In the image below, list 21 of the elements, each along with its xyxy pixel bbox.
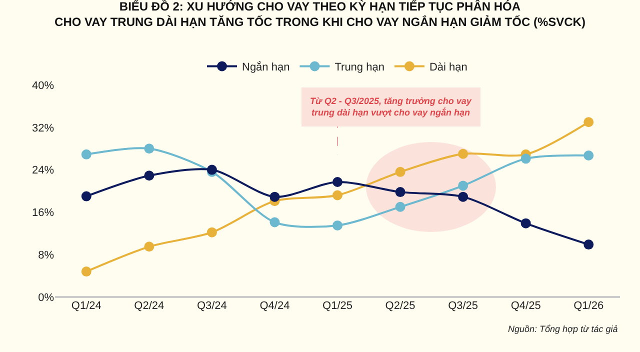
y-tick-label: 24%: [32, 164, 54, 177]
x-tick-label: Q2/24: [134, 300, 164, 312]
y-tick-label: 32%: [32, 122, 54, 134]
x-tick-label: Q3/24: [196, 300, 227, 312]
y-tick-label: 16%: [32, 207, 54, 220]
legend-label: Trung hạn: [334, 62, 384, 74]
x-tick-label: Q4/24: [260, 300, 290, 312]
x-tick-label: Q3/25: [448, 300, 478, 312]
text: Nguồn: Tổng hợp từ tác giả: [508, 324, 618, 334]
x-tick-label: Q1/26: [574, 300, 604, 312]
chart-title: BIỂU ĐỒ 2: XU HƯỚNG CHO VAY THEO KỲ HẠN TIẾP TỤC PHÂN HÓA CHO VAY TRUNG DÀI HẠN TĂNG TỐC TRONG KHI CHO VAY NGẮN HẠN GIẢM TỐC (%SVCK): [54, 0, 586, 30]
y-tick-label: 40%: [32, 80, 54, 92]
x-tick-label: Q1/24: [71, 300, 102, 312]
x-tick-label: Q2/25: [385, 300, 416, 312]
y-tick-label: 8%: [38, 249, 54, 262]
annotation: Từ Q2 - Q3/2025, tăng trưởng cho vay trung dài hạn vượt cho vay ngắn hạn: [310, 96, 472, 118]
y-tick-label: 0%: [38, 292, 54, 304]
x-tick-label: Q4/25: [510, 300, 541, 312]
x-tick-label: Q1/25: [322, 300, 352, 312]
legend-label: Dài hạn: [429, 62, 468, 74]
legend-label: Ngắn hạn: [242, 60, 290, 74]
